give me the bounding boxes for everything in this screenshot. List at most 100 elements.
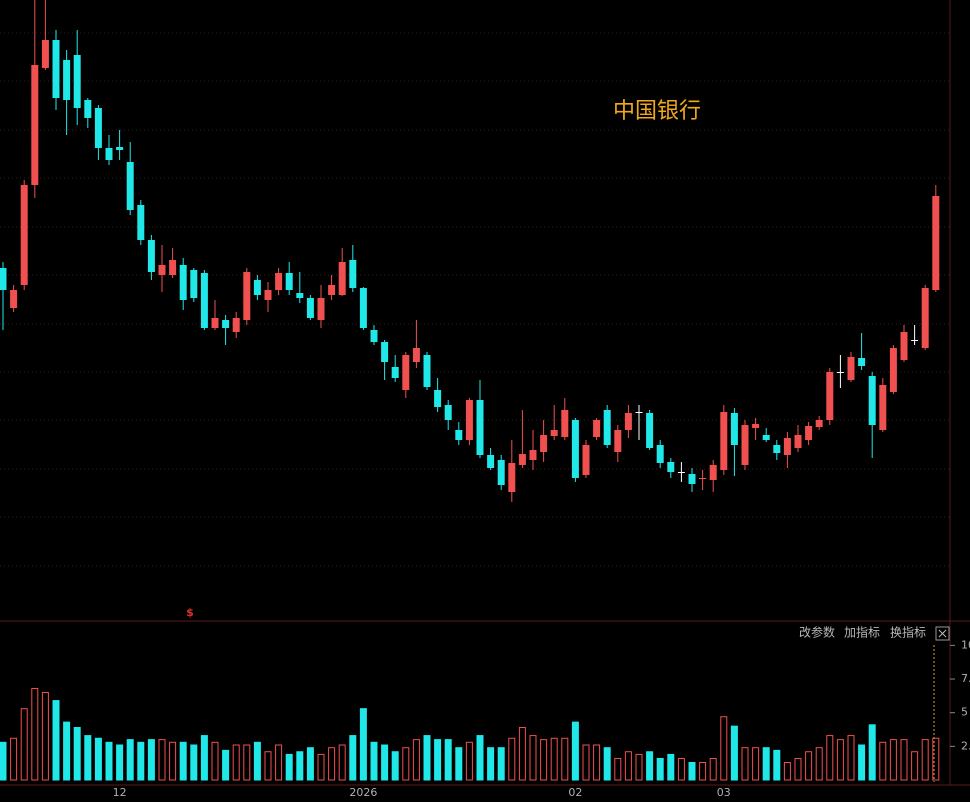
volume-bar xyxy=(730,725,738,781)
candle-body xyxy=(275,273,283,290)
x-tick-label: 2026 xyxy=(349,786,377,799)
volume-bar xyxy=(232,744,240,781)
candle-body xyxy=(243,272,251,320)
volume-bar xyxy=(84,735,92,781)
candle-body xyxy=(773,445,781,453)
volume-bar xyxy=(550,737,558,781)
volume-bar xyxy=(879,741,887,781)
y-tick-label: 10 xyxy=(961,638,970,651)
volume-bar xyxy=(540,739,548,781)
candle-body xyxy=(285,273,293,290)
candle-body xyxy=(63,60,71,100)
candle-body xyxy=(614,430,622,452)
candle-body xyxy=(306,298,314,318)
candle-body xyxy=(391,367,399,378)
candle-body xyxy=(656,445,664,463)
volume-bar xyxy=(94,737,102,781)
volume-bar xyxy=(296,751,304,781)
volume-bar xyxy=(306,747,314,781)
candle-body xyxy=(497,460,505,485)
candle-body xyxy=(921,288,929,348)
candle-body xyxy=(741,425,749,465)
volume-bar xyxy=(349,735,357,781)
button[interactable]: 加指标 xyxy=(844,625,880,640)
y-tick-label: 2.5 xyxy=(961,739,970,752)
volume-bar xyxy=(646,751,654,781)
close-icon[interactable] xyxy=(938,629,947,638)
candle-body xyxy=(105,148,113,160)
volume-bar xyxy=(889,739,897,781)
candle-body xyxy=(582,445,590,475)
candle-body xyxy=(20,185,28,285)
volume-bar xyxy=(158,739,166,781)
candle-body xyxy=(635,412,643,413)
candle-body xyxy=(41,40,49,68)
volume-bar xyxy=(465,741,473,781)
volume-bar xyxy=(222,749,230,781)
volume-bar xyxy=(0,741,7,781)
candle-body xyxy=(529,450,537,460)
volume-bar xyxy=(402,747,410,781)
candle-body xyxy=(571,420,579,478)
volume-bar xyxy=(126,739,134,781)
volume-bar xyxy=(518,727,526,781)
volume-bar xyxy=(63,721,71,781)
volume-bar xyxy=(147,739,155,781)
volume-bar xyxy=(900,739,908,781)
x-tick-label: 03 xyxy=(717,786,731,799)
volume-bar xyxy=(487,747,495,781)
volume-bar xyxy=(720,716,728,781)
volume-bar xyxy=(434,739,442,781)
close-button[interactable] xyxy=(935,626,950,641)
volume-bar xyxy=(508,737,516,781)
candle-body xyxy=(487,455,495,468)
volume-bar xyxy=(529,735,537,781)
volume-bar xyxy=(656,757,664,781)
volume-bar xyxy=(52,700,60,781)
candle-body xyxy=(677,472,685,473)
volume-bar xyxy=(805,751,813,781)
candle-body xyxy=(815,420,823,427)
volume-bar xyxy=(709,757,717,781)
volume-bar xyxy=(285,753,293,781)
candle-body xyxy=(253,280,261,295)
candle-body xyxy=(624,413,632,430)
candle-body xyxy=(699,478,707,479)
candle-body xyxy=(476,400,484,455)
volume-bar xyxy=(179,741,187,781)
volume-bar xyxy=(211,741,219,781)
volume-bar xyxy=(741,747,749,781)
volume-bar xyxy=(752,747,760,781)
candle-body xyxy=(84,100,92,118)
volume-bar xyxy=(794,757,802,781)
volume-bar xyxy=(423,735,431,781)
candle-body xyxy=(540,435,548,452)
button[interactable]: 改参数 xyxy=(799,625,835,640)
marker: $ xyxy=(186,606,194,619)
volume-bar xyxy=(328,747,336,781)
volume-bar xyxy=(275,744,283,781)
candle-body xyxy=(836,372,844,373)
volume-bar xyxy=(381,744,389,781)
candle-body xyxy=(31,65,39,185)
close-box[interactable] xyxy=(935,626,950,641)
volume-bar xyxy=(858,744,866,781)
volume-bar xyxy=(677,757,685,781)
candle-body xyxy=(932,196,940,290)
button[interactable]: 换指标 xyxy=(890,625,926,640)
volume-bar xyxy=(455,747,463,781)
candle-body xyxy=(338,262,346,295)
candle-body xyxy=(667,462,675,472)
volume-bar xyxy=(815,747,823,781)
volume-bar xyxy=(667,753,675,781)
volume-bar xyxy=(911,751,919,781)
candle-body xyxy=(826,372,834,420)
volume-bar xyxy=(200,735,208,781)
candle-body xyxy=(222,320,230,328)
volume-bar xyxy=(317,753,325,781)
candle-body xyxy=(0,268,7,290)
y-tick-label: 7.5 xyxy=(961,672,970,685)
candle-body xyxy=(646,413,654,448)
candle-body xyxy=(550,430,558,436)
volume-bar xyxy=(105,741,113,781)
